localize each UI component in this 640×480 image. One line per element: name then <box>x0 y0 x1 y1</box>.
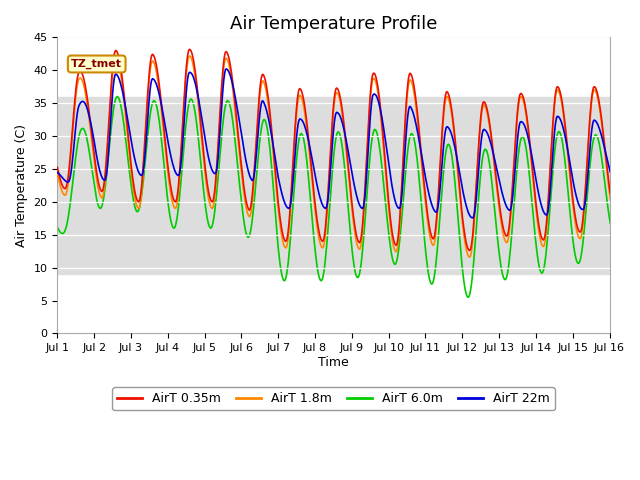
Bar <box>58 96 609 274</box>
Y-axis label: Air Temperature (C): Air Temperature (C) <box>15 124 28 247</box>
Title: Air Temperature Profile: Air Temperature Profile <box>230 15 437 33</box>
Legend: AirT 0.35m, AirT 1.8m, AirT 6.0m, AirT 22m: AirT 0.35m, AirT 1.8m, AirT 6.0m, AirT 2… <box>112 387 555 410</box>
X-axis label: Time: Time <box>318 356 349 369</box>
Text: TZ_tmet: TZ_tmet <box>71 59 122 69</box>
